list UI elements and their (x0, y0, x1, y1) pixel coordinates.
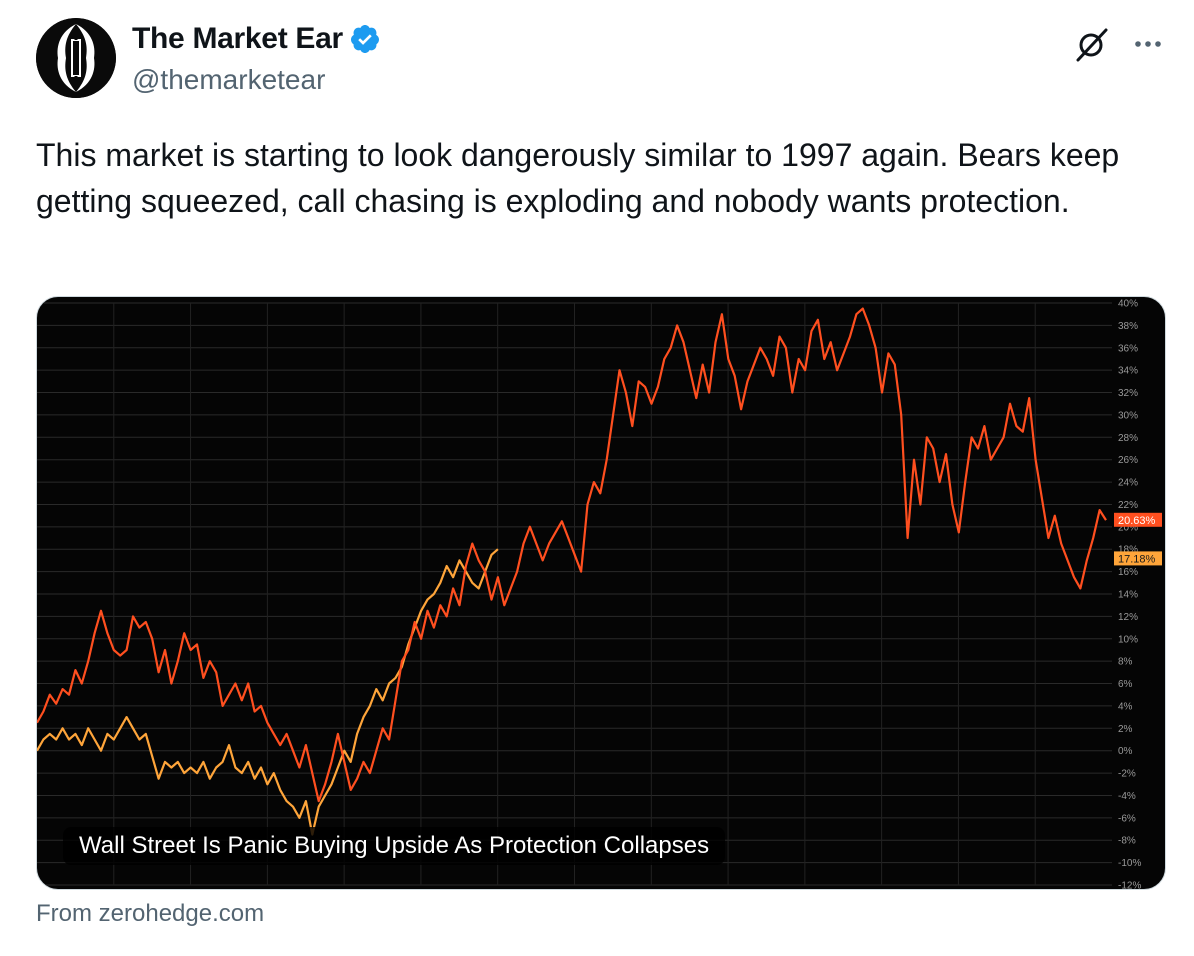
y-tick-label: 20% (1118, 522, 1138, 533)
y-tick-label: 18% (1118, 545, 1138, 556)
y-tick-label: -12% (1118, 881, 1141, 890)
chart-series-layer (37, 307, 1107, 836)
y-tick-label: 0% (1118, 746, 1133, 757)
y-tick-label: 38% (1118, 321, 1138, 332)
y-tick-label: 6% (1118, 679, 1133, 690)
y-tick-label: -6% (1118, 813, 1136, 824)
y-tick-label: 10% (1118, 634, 1138, 645)
series-line-red (37, 307, 1107, 803)
y-tick-label: 26% (1118, 455, 1138, 466)
last-value-label: 17.18% (1118, 553, 1156, 565)
y-tick-label: 8% (1118, 657, 1133, 668)
last-value-label: 20.63% (1118, 515, 1156, 527)
author-name-row[interactable]: The Market Ear (132, 22, 381, 56)
tweet-text: This market is starting to look dangerou… (36, 137, 1120, 219)
avatar[interactable] (36, 18, 116, 98)
last-value-badge-orange: 17.18% (1114, 551, 1162, 566)
chart-grid (37, 302, 1112, 886)
line-chart: 40% 38% 36% 34% 32% 30% 28% 26% 24% 22% 20% 18% 16% 1… (37, 299, 1162, 890)
the-market-ear-logo (36, 18, 116, 98)
last-value-badge-red: 20.63% (1114, 512, 1162, 527)
y-tick-label: 36% (1118, 343, 1138, 354)
y-tick-label: 24% (1118, 478, 1138, 489)
media-caption: Wall Street Is Panic Buying Upside As Pr… (63, 827, 726, 865)
y-tick-label: 2% (1118, 724, 1133, 735)
y-tick-label: 14% (1118, 590, 1138, 601)
verified-badge-icon (350, 25, 379, 53)
source-link[interactable]: From zerohedge.com (36, 900, 265, 927)
y-tick-label: 40% (1118, 299, 1138, 310)
more-horizontal-icon[interactable] (1130, 26, 1166, 62)
series-line-orange (37, 548, 499, 836)
display-name[interactable]: The Market Ear (132, 22, 343, 55)
y-tick-label: 34% (1118, 366, 1138, 377)
y-tick-label: -8% (1118, 836, 1136, 847)
last-value-badges: 20.63% 17.18% (1114, 512, 1162, 566)
y-tick-label: 30% (1118, 410, 1138, 421)
user-handle[interactable]: @themarketear (132, 64, 326, 95)
y-tick-label: 22% (1118, 500, 1138, 511)
media-card[interactable]: 40% 38% 36% 34% 32% 30% 28% 26% 24% 22% 20% 18% 16% 1… (36, 296, 1166, 890)
y-tick-label: 4% (1118, 701, 1133, 712)
y-tick-label: -4% (1118, 791, 1136, 802)
y-tick-label: -10% (1118, 858, 1141, 869)
grok-icon[interactable] (1072, 24, 1112, 64)
y-tick-label: 32% (1118, 388, 1138, 399)
y-tick-label: 12% (1118, 612, 1138, 623)
y-axis-ticks: 40% 38% 36% 34% 32% 30% 28% 26% 24% 22% 20% 18% 16% 1… (1118, 299, 1141, 890)
y-tick-label: -2% (1118, 769, 1136, 780)
y-tick-label: 16% (1118, 567, 1138, 578)
y-tick-label: 28% (1118, 433, 1138, 444)
